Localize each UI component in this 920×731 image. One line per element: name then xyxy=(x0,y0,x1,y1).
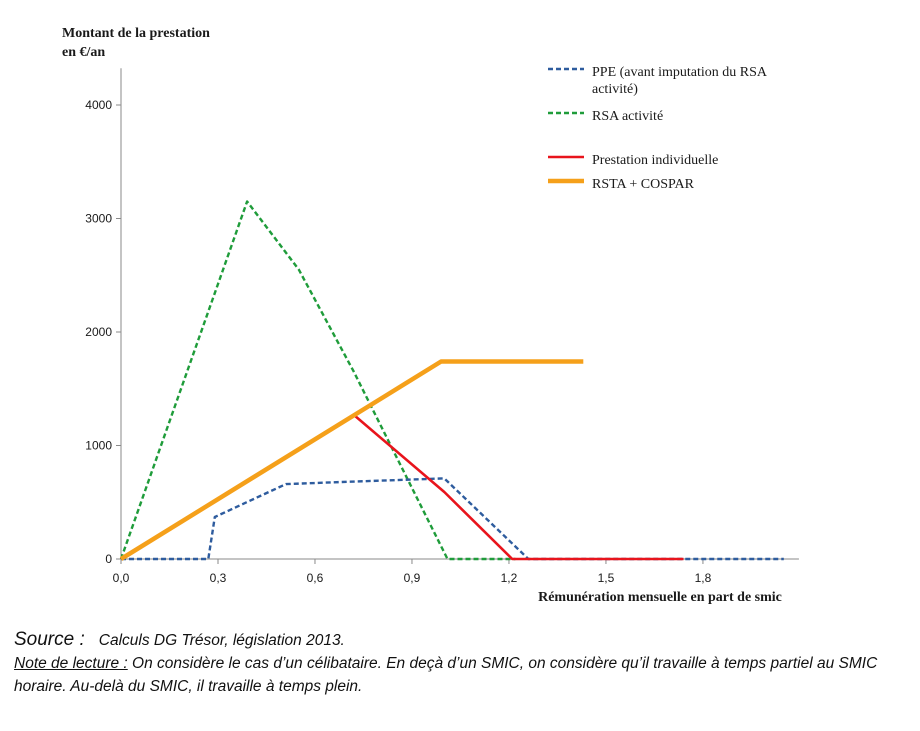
note-text: On considère le cas d’un célibataire. En… xyxy=(14,655,878,695)
source-text: Calculs DG Trésor, législation 2013. xyxy=(98,632,345,649)
x-tick-label: 0,0 xyxy=(113,571,130,585)
series-line-rsa xyxy=(119,200,516,561)
x-axis-label: Rémunération mensuelle en part de smic xyxy=(538,590,782,605)
x-tick-label: 0,3 xyxy=(210,571,227,585)
legend-swatch-rsa xyxy=(548,108,584,118)
series-layer xyxy=(119,200,784,561)
x-tick-label: 0,9 xyxy=(404,571,421,585)
legend-label-rsta: RSTA + COSPAR xyxy=(592,177,694,192)
y-tick-label: 1000 xyxy=(85,439,112,453)
chart-notes: Source : Calculs DG Trésor, législation 2… xyxy=(14,628,914,698)
legend-label-prestation: Prestation individuelle xyxy=(592,153,719,168)
note-label: Note de lecture : xyxy=(14,655,128,672)
y-tick-label: 3000 xyxy=(85,212,112,226)
y-tick-label: 0 xyxy=(105,552,112,566)
source-label: Source : xyxy=(14,629,85,650)
series-line-ppe xyxy=(121,477,784,561)
x-tick-label: 0,6 xyxy=(307,571,324,585)
legend-item-rsa: RSA activité xyxy=(548,108,798,125)
y-axis-label: Montant de la prestation en €/an xyxy=(62,26,210,60)
x-tick-label: 1,2 xyxy=(501,571,518,585)
source-line: Source : Calculs DG Trésor, législation 2… xyxy=(14,628,914,652)
legend-swatch-rsta xyxy=(548,176,584,186)
legend-swatch-ppe xyxy=(548,64,584,74)
chart-area: 0 1000 2000 3000 4000 0,0 0,3 0,6 0,9 1,2 1,5 1,8 xyxy=(85,68,799,585)
axes: 0 1000 2000 3000 4000 0,0 0,3 0,6 0,9 1,2 1,5 1,8 xyxy=(85,68,799,585)
legend-item-ppe: PPE (avant imputation du RSA activité) xyxy=(548,64,798,98)
y-tick-label: 4000 xyxy=(85,98,112,112)
legend-item-prestation: Prestation individuelle xyxy=(548,152,798,169)
y-tick-label: 2000 xyxy=(85,325,112,339)
x-tick-label: 1,8 xyxy=(695,571,712,585)
legend-item-rsta: RSTA + COSPAR xyxy=(548,176,798,193)
series-line-rsta xyxy=(119,359,584,561)
series-line-prestation xyxy=(120,413,684,561)
reading-note: Note de lecture : On considère le cas d’… xyxy=(14,652,914,698)
legend-swatch-prestation xyxy=(548,152,584,162)
legend-label-ppe: PPE (avant imputation du RSA activité) xyxy=(592,65,767,97)
x-tick-label: 1,5 xyxy=(598,571,615,585)
legend-label-rsa: RSA activité xyxy=(592,109,664,124)
